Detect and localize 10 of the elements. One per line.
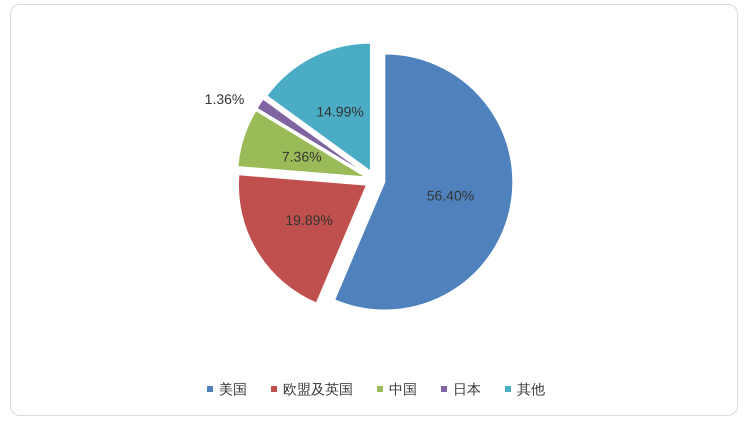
legend-label: 美国 [219, 381, 247, 397]
data-label: 19.89% [285, 212, 333, 228]
data-label: 14.99% [316, 103, 364, 120]
data-label: 56.40% [426, 187, 474, 204]
data-label: 1.36% [204, 91, 244, 108]
legend-label: 其他 [517, 381, 545, 397]
legend-label: 中国 [389, 381, 417, 397]
data-label: 7.36% [282, 148, 322, 164]
legend-label: 欧盟及英国 [283, 381, 353, 397]
legend-label: 日本 [453, 381, 481, 397]
